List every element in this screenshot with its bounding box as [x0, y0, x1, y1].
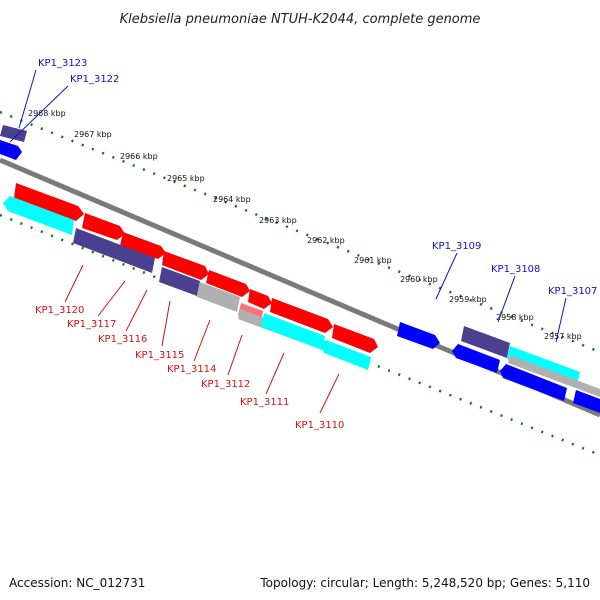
label-leader-line	[265, 352, 285, 395]
gene-feature[interactable]	[397, 322, 440, 349]
genome-backbone	[0, 157, 600, 418]
gene-label[interactable]: KP1_3108	[491, 264, 540, 275]
gene-feature[interactable]	[332, 324, 378, 353]
scale-tick: 2957 kbp	[544, 332, 582, 341]
label-leader-line	[125, 289, 148, 332]
gene-feature[interactable]	[452, 344, 500, 373]
scale-tick: 2965 kbp	[167, 174, 205, 183]
gene-feature[interactable]	[162, 251, 209, 280]
gene-label[interactable]: KP1_3123	[38, 58, 87, 69]
gene-feature[interactable]	[508, 355, 600, 397]
gene-feature[interactable]	[321, 340, 371, 370]
label-leader-line	[18, 69, 37, 129]
gene-label[interactable]: KP1_3115	[135, 350, 184, 361]
gene-feature[interactable]	[0, 140, 22, 160]
scale-tick: 2964 kbp	[213, 195, 251, 204]
gene-label[interactable]: KP1_3120	[35, 305, 84, 316]
accession-text: Accession: NC_012731	[9, 576, 145, 590]
gene-label[interactable]: KP1_3114	[167, 364, 216, 375]
gene-feature[interactable]	[14, 183, 84, 221]
scale-tick: 2959 kbp	[449, 295, 487, 304]
label-leader-line	[227, 334, 243, 376]
genome-stats-text: Topology: circular; Length: 5,248,520 bp…	[259, 576, 590, 590]
scale-tick: 2958 kbp	[496, 313, 534, 322]
scale-ticks: 2968 kbp 2967 kbp 2966 kbp 2965 kbp 2964…	[28, 109, 582, 341]
label-leader-line	[497, 275, 516, 323]
gene-feature[interactable]	[206, 270, 250, 297]
gene-label[interactable]: KP1_3110	[295, 420, 344, 431]
scale-tick: 2962 kbp	[307, 236, 345, 245]
gene-feature[interactable]	[573, 390, 600, 413]
label-leader-line	[97, 280, 126, 317]
scale-tick: 2967 kbp	[74, 130, 112, 139]
gene-label[interactable]: KP1_3116	[98, 334, 147, 345]
gene-label[interactable]: KP1_3117	[67, 319, 116, 330]
gene-label[interactable]: KP1_3122	[70, 74, 119, 85]
gene-label[interactable]: KP1_3111	[240, 397, 289, 408]
gene-feature[interactable]	[0, 125, 27, 142]
gene-feature[interactable]	[197, 282, 240, 312]
gene-label[interactable]: KP1_3112	[201, 379, 250, 390]
map-title: Klebsiella pneumoniae NTUH-K2044, comple…	[120, 12, 481, 27]
gene-feature[interactable]	[120, 232, 166, 259]
gene-label[interactable]: KP1_3109	[432, 241, 481, 252]
label-leader-line	[64, 264, 84, 303]
reverse-strand-genes	[3, 196, 600, 413]
label-leader-line	[555, 297, 567, 343]
scale-tick: 2961 kbp	[354, 256, 392, 265]
gene-feature[interactable]	[3, 196, 74, 235]
label-leader-line	[193, 319, 211, 362]
label-leader-line	[435, 252, 458, 300]
gene-feature[interactable]	[261, 313, 325, 350]
gene-feature[interactable]	[248, 289, 272, 309]
gene-feature[interactable]	[82, 213, 125, 240]
gene-feature[interactable]	[159, 267, 200, 296]
scale-tick: 2963 kbp	[259, 216, 297, 225]
scale-tick: 2960 kbp	[400, 275, 438, 284]
scale-tick: 2966 kbp	[120, 152, 158, 161]
top-gene-labels: KP1_3123 KP1_3122 KP1_3109 KP1_3108 KP1_…	[9, 58, 597, 343]
gene-label[interactable]: KP1_3107	[548, 286, 597, 297]
label-leader-line	[9, 85, 69, 143]
gene-feature[interactable]	[270, 298, 333, 333]
label-leader-line	[319, 373, 340, 414]
gene-feature[interactable]	[461, 326, 510, 358]
label-leader-line	[161, 300, 171, 347]
gene-feature[interactable]	[73, 228, 155, 273]
gene-feature[interactable]	[500, 364, 567, 401]
bottom-gene-labels: KP1_3120 KP1_3117 KP1_3116 KP1_3115 KP1_…	[35, 264, 344, 431]
scale-tick: 2968 kbp	[28, 109, 66, 118]
forward-strand-genes	[0, 125, 440, 353]
